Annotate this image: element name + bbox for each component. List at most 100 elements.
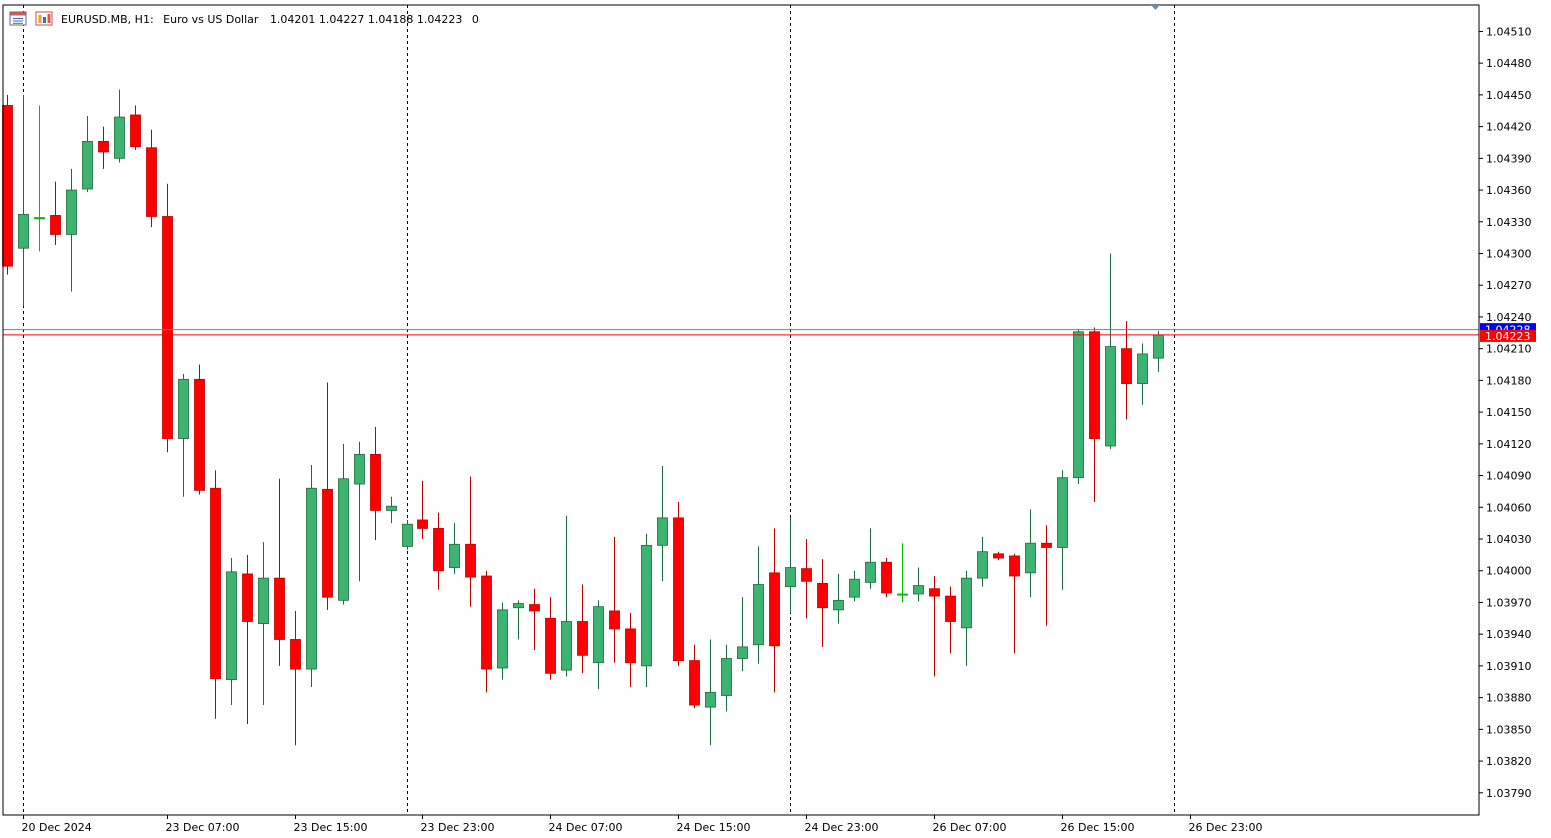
candle [338, 443, 349, 605]
chart-symbol: EURUSD.MB, H1: [61, 13, 154, 26]
candle [881, 558, 892, 598]
candle [561, 515, 572, 677]
candle-body [721, 658, 732, 696]
y-tick-label: 1.03970 [1486, 596, 1532, 609]
y-tick-label: 1.04330 [1486, 216, 1532, 229]
candle [465, 476, 476, 607]
candle-body [130, 114, 141, 148]
candle-body [737, 646, 748, 659]
candle-body [497, 609, 508, 669]
time-axis[interactable]: 20 Dec 2024 23 Dec 07:00 23 Dec 15:00 23 De… [22, 815, 1263, 834]
candle-body [897, 593, 908, 596]
candle-body [66, 189, 77, 235]
candle [993, 551, 1004, 561]
x-tick-label: 23 Dec 23:00 [421, 821, 495, 834]
candle [274, 478, 285, 666]
candle [625, 613, 636, 688]
candle-body [609, 610, 620, 630]
svg-text:1.04223: 1.04223 [1485, 330, 1531, 343]
candle-body [290, 639, 301, 670]
candle-body [833, 599, 844, 611]
candle [673, 501, 684, 666]
candle-body [258, 577, 269, 625]
candle [2, 94, 13, 275]
candle [1137, 343, 1148, 405]
candle [1089, 327, 1100, 502]
y-tick-label: 1.04030 [1486, 533, 1532, 546]
candle-body [1121, 348, 1132, 384]
x-tick-label: 26 Dec 15:00 [1061, 821, 1135, 834]
candle [130, 105, 141, 150]
candle [929, 576, 940, 677]
candle-body [322, 488, 333, 598]
candle-body [402, 523, 413, 547]
candle-body [242, 573, 253, 622]
candle-body [801, 568, 812, 582]
chart-window-icon[interactable] [35, 11, 53, 26]
candle-body [513, 603, 524, 609]
candle-body [865, 561, 876, 583]
y-tick-label: 1.04480 [1486, 57, 1532, 70]
candle-body [993, 553, 1004, 559]
candle-body [1025, 542, 1036, 574]
window-list-icon[interactable] [9, 11, 27, 26]
candle [386, 496, 397, 524]
candle [689, 644, 700, 709]
y-tick-label: 1.04150 [1486, 406, 1532, 419]
candle-body [593, 606, 604, 664]
candle-body [641, 544, 652, 667]
candle [769, 528, 780, 693]
candle [178, 374, 189, 497]
y-tick-label: 1.03790 [1486, 787, 1532, 800]
y-tick-label: 1.04450 [1486, 89, 1532, 102]
y-tick-label: 1.03940 [1486, 628, 1532, 641]
candle-body [1105, 346, 1116, 447]
candle [449, 523, 460, 574]
candle-body [449, 543, 460, 568]
y-tick-label: 1.03820 [1486, 755, 1532, 768]
candle [322, 382, 333, 610]
candle [833, 573, 844, 624]
candle-body [82, 141, 93, 190]
candle-body [50, 215, 61, 235]
y-tick-label: 1.04270 [1486, 279, 1532, 292]
y-tick-label: 1.04510 [1486, 25, 1532, 38]
candle-body [465, 543, 476, 578]
candle [753, 546, 764, 664]
candle [1073, 329, 1084, 485]
candle-body [961, 577, 972, 629]
candle-body [1089, 331, 1100, 439]
candle-body [1009, 555, 1020, 577]
shift-marker-icon[interactable] [1151, 5, 1160, 10]
candle-body [577, 621, 588, 656]
y-tick-label: 1.03880 [1486, 692, 1532, 705]
candle [162, 183, 173, 453]
x-tick-label: 26 Dec 23:00 [1189, 821, 1263, 834]
candle [1121, 321, 1132, 420]
candle-body [34, 217, 45, 220]
candle-body [1073, 331, 1084, 479]
candle-body [386, 505, 397, 511]
candle-body [545, 617, 556, 674]
candle [354, 441, 365, 582]
candle-body [18, 213, 29, 249]
x-tick-label: 24 Dec 15:00 [677, 821, 751, 834]
candle-body [945, 595, 956, 622]
candle [1057, 470, 1068, 590]
candle-body [849, 578, 860, 598]
candle-body [338, 478, 349, 601]
candle [66, 168, 77, 292]
candle-body [1057, 477, 1068, 548]
candle-body [433, 528, 444, 572]
candle [98, 126, 109, 169]
candle-body [146, 147, 157, 217]
price-axis[interactable]: 1.04510 1.04480 1.04450 1.04420 1.04390 1.043… [1479, 25, 1532, 800]
candle-body [114, 116, 125, 159]
y-tick-label: 1.04120 [1486, 438, 1532, 451]
candle [897, 543, 908, 603]
period-separators [23, 5, 1175, 815]
candle-body [977, 551, 988, 579]
chart-description: Euro vs US Dollar [163, 13, 259, 26]
candle [1041, 525, 1052, 626]
